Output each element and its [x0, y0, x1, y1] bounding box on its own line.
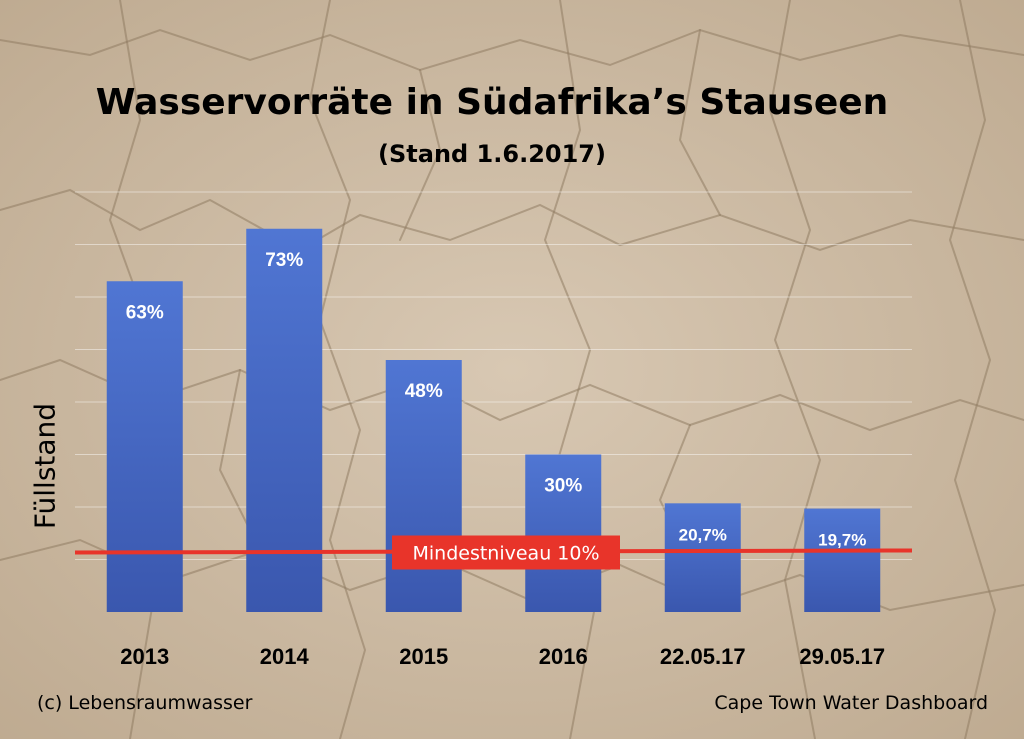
- x-tick-label: 22.05.17: [660, 644, 746, 669]
- y-axis-label: Füllstand: [28, 402, 62, 530]
- x-tick-label: 2016: [539, 644, 588, 669]
- bars: 63% 73% 48% 30% 20,7% 19,7%: [106, 228, 881, 612]
- bar: [804, 508, 881, 612]
- chart-title: Wasservorräte in Südafrika’s Stauseen: [95, 82, 889, 123]
- bar: [246, 228, 323, 612]
- x-tick-label: 2015: [399, 644, 448, 669]
- threshold-label: Mindestniveau 10%: [412, 543, 599, 565]
- x-axis-labels: 2013 2014 2015 2016 22.05.17 29.05.17: [120, 644, 885, 669]
- reference-line: Mindestniveau 10%: [74, 535, 913, 570]
- bar: [525, 454, 602, 612]
- bar-data-label: 63%: [126, 302, 164, 323]
- bar-data-label: 30%: [544, 476, 582, 497]
- x-tick-label: 2013: [120, 644, 169, 669]
- credit-left: (c) Lebensraumwasser: [37, 692, 253, 714]
- bar-data-label: 19,7%: [818, 531, 866, 550]
- threshold-label-box: [392, 535, 620, 570]
- credit-right: Cape Town Water Dashboard: [714, 692, 988, 714]
- bar: [664, 503, 741, 612]
- x-tick-label: 29.05.17: [799, 644, 885, 669]
- bar-data-label: 20,7%: [679, 525, 727, 544]
- bar: [385, 360, 462, 612]
- bar-data-label: 73%: [265, 250, 303, 271]
- bar-data-label: 48%: [405, 381, 443, 402]
- chart-subtitle: (Stand 1.6.2017): [378, 140, 606, 168]
- x-tick-label: 2014: [260, 644, 310, 669]
- bar: [106, 281, 183, 612]
